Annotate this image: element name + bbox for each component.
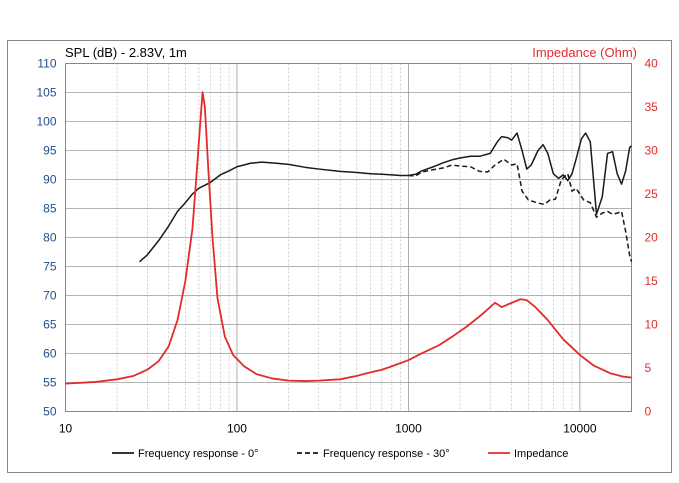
right-axis-ticks: 0 5 10 15 20 25 30 35 40 [645, 57, 659, 419]
left-tick-label: 105 [36, 86, 56, 100]
left-tick-label: 55 [43, 376, 57, 390]
right-tick-label: 30 [645, 144, 659, 158]
left-tick-label: 100 [36, 115, 56, 129]
left-tick-label: 65 [43, 318, 57, 332]
right-tick-label: 5 [645, 361, 652, 375]
x-tick-label: 10000 [563, 422, 597, 436]
left-tick-label: 75 [43, 260, 57, 274]
left-tick-label: 60 [43, 347, 57, 361]
series-line-2 [408, 158, 633, 263]
series-line-3 [65, 91, 632, 385]
x-tick-label: 10 [59, 422, 73, 436]
left-tick-label: 85 [43, 202, 57, 216]
x-tick-label: 1000 [395, 422, 422, 436]
left-axis-label: SPL (dB) - 2.83V, 1m [65, 45, 187, 60]
series-line-1 [138, 132, 633, 263]
left-axis-ticks: 50 55 60 65 70 75 80 85 90 95 100 105 110 [36, 57, 56, 419]
right-tick-label: 20 [645, 231, 659, 245]
plot-area [65, 63, 632, 412]
right-tick-label: 40 [645, 57, 659, 71]
right-tick-label: 0 [645, 405, 652, 419]
left-tick-label: 50 [43, 405, 57, 419]
right-tick-label: 25 [645, 187, 659, 201]
left-tick-label: 90 [43, 173, 57, 187]
legend-label: Frequency response - 30° [323, 448, 450, 460]
x-axis-ticks: 10 100 1000 10000 [59, 422, 597, 436]
right-tick-label: 15 [645, 274, 659, 288]
legend-label: Frequency response - 0° [138, 448, 259, 460]
left-tick-label: 110 [37, 57, 56, 71]
right-axis-label: Impedance (Ohm) [532, 45, 637, 60]
legend: Frequency response - 0° Frequency respons… [112, 448, 568, 460]
x-tick-label: 100 [227, 422, 247, 436]
legend-label: Impedance [514, 448, 568, 460]
left-tick-label: 80 [43, 231, 57, 245]
left-tick-label: 95 [43, 144, 57, 158]
left-tick-label: 70 [43, 289, 57, 303]
outer-border [7, 40, 672, 473]
right-tick-label: 10 [645, 318, 659, 332]
right-tick-label: 35 [645, 100, 659, 114]
series-layer [65, 91, 633, 385]
